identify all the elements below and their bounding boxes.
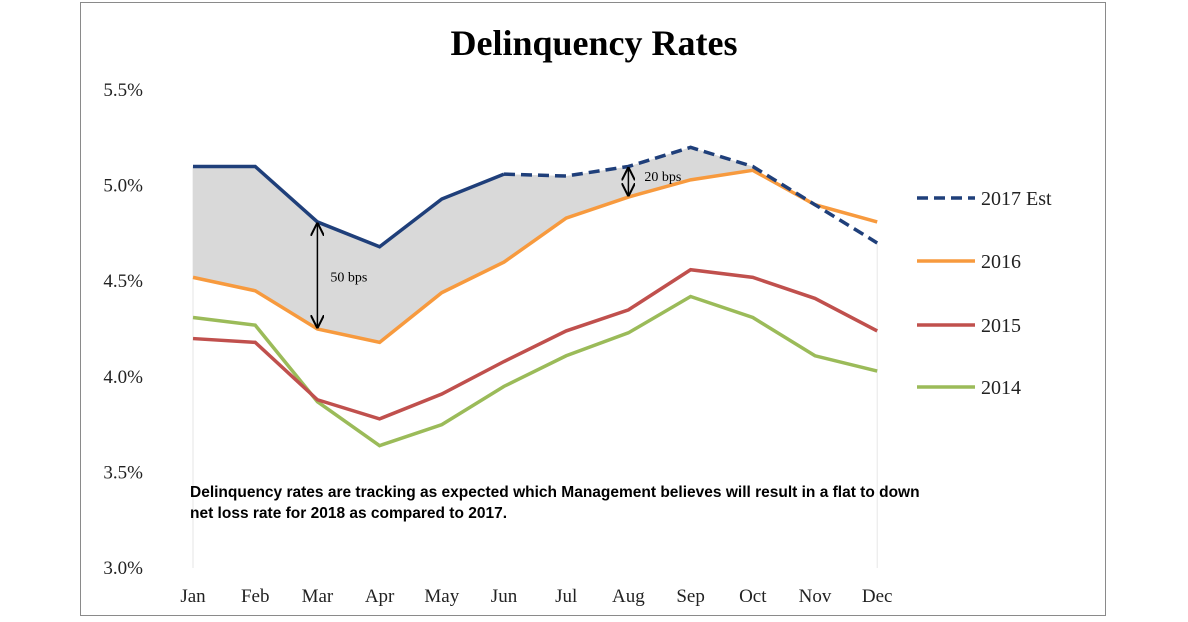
gap-annotation-label: 20 bps bbox=[644, 170, 681, 185]
x-tick-label: Aug bbox=[612, 586, 645, 607]
chart-frame bbox=[80, 2, 1106, 616]
legend-label: 2014 bbox=[981, 377, 1021, 399]
x-tick-label: Jun bbox=[491, 586, 518, 607]
x-tick-label: Dec bbox=[862, 586, 893, 607]
x-tick-label: Mar bbox=[302, 586, 334, 607]
series-2016-line bbox=[192, 168, 878, 345]
y-tick-label: 4.0% bbox=[103, 367, 143, 388]
x-tick-label: Apr bbox=[365, 586, 395, 607]
y-tick-label: 5.0% bbox=[103, 176, 143, 197]
series-2015-line bbox=[192, 267, 879, 421]
x-tick-label: Oct bbox=[739, 586, 767, 607]
y-tick-label: 3.5% bbox=[103, 462, 143, 483]
note-line-1: Delinquency rates are tracking as expect… bbox=[190, 484, 920, 501]
chart-title: Delinquency Rates bbox=[451, 23, 738, 63]
x-tick-label: Nov bbox=[799, 586, 832, 607]
shaded-gap-area bbox=[193, 147, 753, 343]
legend-label: 2015 bbox=[981, 315, 1021, 337]
x-tick-label: Jan bbox=[180, 586, 206, 607]
series-2014-line bbox=[192, 294, 878, 448]
x-tick-label: Sep bbox=[676, 586, 705, 607]
gap-annotation-label: 50 bps bbox=[330, 270, 367, 285]
y-tick-label: 4.5% bbox=[103, 271, 143, 292]
x-tick-label: May bbox=[424, 586, 459, 607]
note-line-2: net loss rate for 2018 as compared to 20… bbox=[190, 505, 507, 522]
legend-label: 2016 bbox=[981, 251, 1021, 273]
y-tick-label: 5.5% bbox=[103, 80, 143, 101]
series-2017-est-actual-line bbox=[193, 164, 505, 249]
legend-label: 2017 Est bbox=[981, 188, 1052, 210]
y-tick-label: 3.0% bbox=[103, 558, 143, 579]
x-tick-label: Jul bbox=[555, 586, 577, 607]
series-2017-est-estimate-line bbox=[503, 145, 879, 245]
x-tick-label: Feb bbox=[241, 586, 270, 607]
